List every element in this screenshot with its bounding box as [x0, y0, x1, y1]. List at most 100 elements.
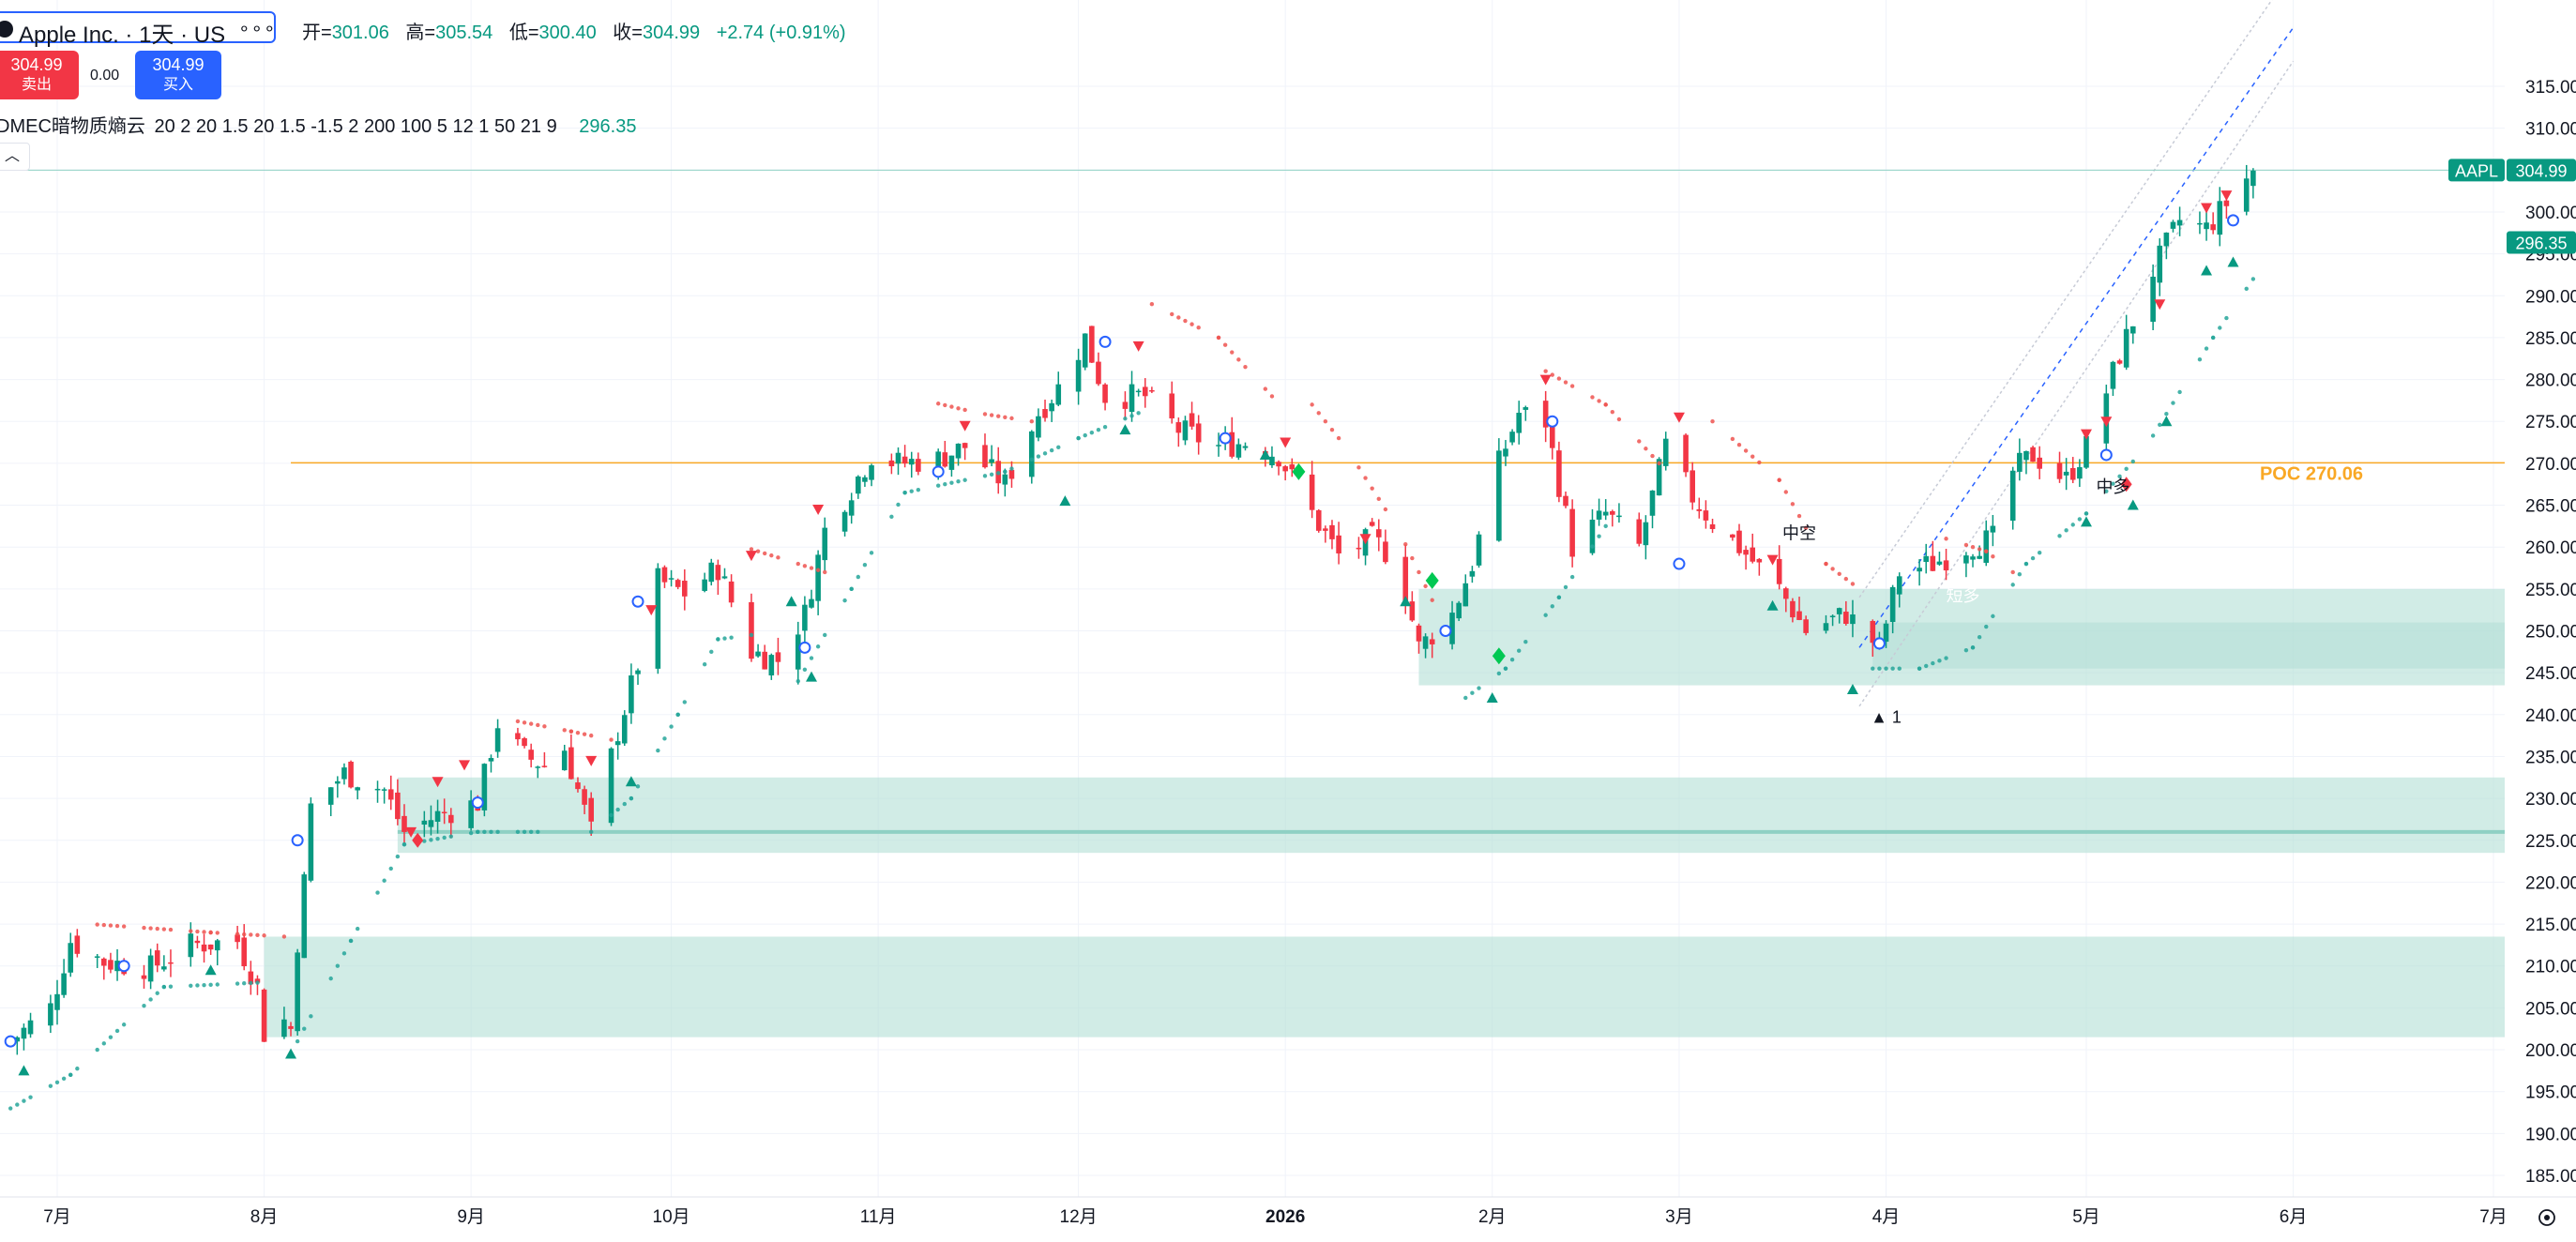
candle-body: [1943, 560, 1949, 571]
sar-dot: [1616, 417, 1622, 422]
ring-signal: [117, 960, 130, 973]
candle-up: [1029, 430, 1035, 484]
sar-dot: [1830, 567, 1835, 571]
buy-signal-triangle: [806, 671, 818, 682]
candle-body: [661, 567, 668, 583]
settings-icon-ring: [2538, 1209, 2555, 1226]
sar-dot: [1410, 555, 1415, 561]
candle-down: [1195, 415, 1202, 455]
candle-up: [1823, 614, 1829, 634]
candle-body: [708, 562, 715, 583]
candle-body: [1456, 602, 1462, 619]
candle-up: [908, 451, 915, 478]
low-label: 低=: [508, 23, 539, 43]
sar-dot: [295, 1038, 300, 1044]
candle-body: [1990, 525, 1996, 533]
x-tick-label: 7月: [2479, 1207, 2508, 1227]
candle-body: [327, 787, 334, 805]
candle-body: [1469, 570, 1476, 577]
candle-body: [702, 579, 707, 591]
candle-body: [1075, 359, 1082, 392]
sar-dot: [2150, 433, 2156, 438]
diamond-signal-red: [412, 832, 424, 848]
candle-body: [1589, 519, 1596, 553]
sar-dot: [935, 401, 941, 406]
sell-button[interactable]: 304.99 卖出: [0, 51, 79, 99]
y-tick-label: 225.00: [2525, 832, 2576, 852]
candle-up: [795, 621, 801, 685]
candle-down: [995, 447, 1002, 494]
chevron-up-icon[interactable]: ︿: [0, 143, 30, 171]
candle-down: [348, 760, 354, 789]
candle-body: [355, 787, 360, 791]
sar-dot: [242, 932, 247, 937]
candle-down: [902, 445, 908, 468]
candle-body: [61, 973, 67, 995]
candle-body: [721, 576, 728, 579]
candle-up: [1049, 399, 1054, 422]
x-tick-label: 5月: [2072, 1207, 2100, 1227]
candle-body: [1823, 623, 1829, 631]
y-tick-label: 245.00: [2525, 664, 2576, 684]
sar-dot: [161, 927, 167, 932]
candle-body: [2217, 201, 2223, 235]
sar-dot: [242, 981, 247, 986]
candle-body: [1656, 459, 1662, 496]
sar-dot: [101, 1041, 107, 1046]
candle-up: [1936, 552, 1943, 567]
sell-signal-triangle: [2154, 299, 2166, 310]
settings-icon[interactable]: [2538, 1209, 2555, 1226]
sar-dot: [1523, 640, 1528, 644]
sar-dot: [328, 976, 333, 981]
candle-up: [2110, 360, 2116, 397]
sar-dot: [1543, 613, 1548, 617]
sar-dot: [395, 854, 401, 859]
candle-down: [1189, 401, 1195, 431]
symbol-selector[interactable]: Apple Inc. · 1天 · US ∘∘∘: [0, 11, 277, 48]
ring-signal: [1546, 415, 1559, 428]
candle-up: [2150, 264, 2156, 331]
candle-body: [1917, 568, 1922, 572]
sar-dot: [615, 807, 620, 812]
sar-dot: [1370, 486, 1374, 491]
sar-dot: [1003, 469, 1008, 475]
sar-dot: [309, 1014, 313, 1019]
sar-dot: [2023, 561, 2029, 567]
candle-down: [728, 574, 735, 608]
candle-down: [962, 442, 968, 461]
sar-dot: [2017, 572, 2023, 577]
candle-up: [214, 938, 220, 966]
candle-body: [308, 803, 314, 881]
sell-signal-triangle: [1766, 554, 1779, 566]
candle-body: [848, 500, 855, 516]
candle-body: [1850, 614, 1856, 625]
more-options-icon[interactable]: ∘∘∘: [238, 19, 277, 39]
candle-down: [1336, 522, 1341, 565]
sar-dot: [1963, 647, 1969, 653]
candle-down: [288, 1022, 294, 1037]
candle-body: [2017, 452, 2023, 472]
candle-up: [561, 744, 568, 771]
sar-dot: [902, 490, 907, 495]
candle-down: [762, 644, 767, 670]
sar-dot: [2030, 555, 2036, 561]
indicator-legend[interactable]: DMEC暗物质熵云 20 2 20 1.5 20 1.5 -1.5 2 200 …: [0, 111, 636, 138]
candle-up: [381, 787, 387, 804]
candle-body: [1750, 547, 1756, 562]
candle-body: [301, 874, 308, 959]
sar-dot: [28, 1095, 33, 1099]
sar-dot: [1750, 454, 1755, 459]
candle-body: [141, 975, 147, 979]
sar-dot: [749, 632, 754, 638]
candle-up: [374, 780, 381, 803]
candle-body: [856, 476, 861, 494]
symbol-price-tag-label: AAPL: [2455, 161, 2498, 180]
sar-dot: [1884, 666, 1888, 671]
sar-dot: [1383, 507, 1388, 512]
sar-dot: [1183, 318, 1188, 324]
sar-dot: [1403, 542, 1408, 547]
buy-button[interactable]: 304.99 买入: [135, 51, 221, 99]
candle-body: [1836, 608, 1842, 614]
